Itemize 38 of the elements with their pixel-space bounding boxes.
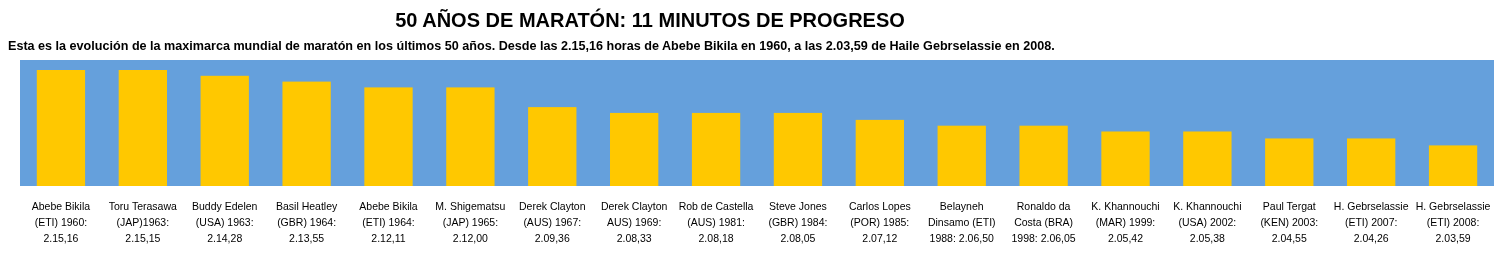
x-tick-label: Rob de Castella (AUS) 1981: 2.08,18 [678, 200, 754, 244]
bar [118, 70, 167, 186]
x-tick-label: Basil Heatley (GBR) 1964: 2.13,55 [275, 200, 338, 244]
x-tick-label: Abebe Bikila (ETI) 1964: 2.12,11 [359, 200, 418, 244]
bar [1347, 138, 1396, 186]
bar [1019, 125, 1068, 186]
bar [364, 87, 413, 186]
bar [610, 112, 659, 186]
x-tick-label: H. Gebrselassie (ETI) 2008: 2.03,59 [1415, 200, 1491, 244]
x-tick-label: Paul Tergat (KEN) 2003: 2.04,55 [1260, 200, 1319, 244]
x-tick-label: H. Gebrselassie (ETI) 2007: 2.04,26 [1333, 200, 1409, 244]
x-tick-label: K. Khannouchi (USA) 2002: 2.05,38 [1173, 200, 1242, 244]
x-tick-label: Toru Terasawa (JAP)1963: 2.15,15 [108, 200, 178, 244]
bar [282, 81, 331, 186]
chart-subtitle: Esta es la evolución de la maximarca mundial de maratón en los últimos 50 años. Desde las 2.15,16 horas de Abebe Bikila en 1960, a las 2.03,59 de Haile Gebrselassie en 2008. [8, 39, 1055, 53]
bar [200, 75, 249, 186]
chart-title: 50 AÑOS DE MARATÓN: 11 MINUTOS DE PROGRESO [395, 8, 905, 31]
x-tick-label: Abebe Bikila (ETI) 1960: 2.15,16 [31, 200, 91, 244]
x-tick-label: Steve Jones (GBR) 1984: 2.08,05 [768, 200, 828, 244]
bar [1265, 138, 1314, 186]
bar [1101, 131, 1150, 186]
x-tick-label: Belayneh Dinsamo (ETI) 1988: 2.06,50 [927, 200, 996, 244]
bar [1428, 145, 1478, 186]
x-tick-label: Derek Clayton (AUS) 1967: 2.09,36 [519, 200, 586, 244]
bar [446, 87, 495, 186]
x-tick-label: M. Shigematsu (JAP) 1965: 2.12,00 [435, 200, 506, 244]
bar [691, 112, 741, 186]
bar [1183, 131, 1232, 186]
bar [773, 112, 823, 186]
x-tick-label: Buddy Edelen (USA) 1963: 2.14,28 [192, 200, 258, 244]
bar [36, 70, 86, 186]
x-tick-label: Derek Clayton AUS) 1969: 2.08,33 [600, 200, 668, 244]
bar [937, 125, 986, 186]
bar [528, 107, 577, 186]
x-tick-label: Carlos Lopes (POR) 1985: 2.07,12 [848, 200, 911, 244]
x-tick-label: Ronaldo da Costa (BRA) 1998: 2.06,05 [1011, 200, 1076, 244]
x-tick-label: K. Khannouchi (MAR) 1999: 2.05,42 [1091, 200, 1160, 244]
bar [855, 119, 904, 186]
